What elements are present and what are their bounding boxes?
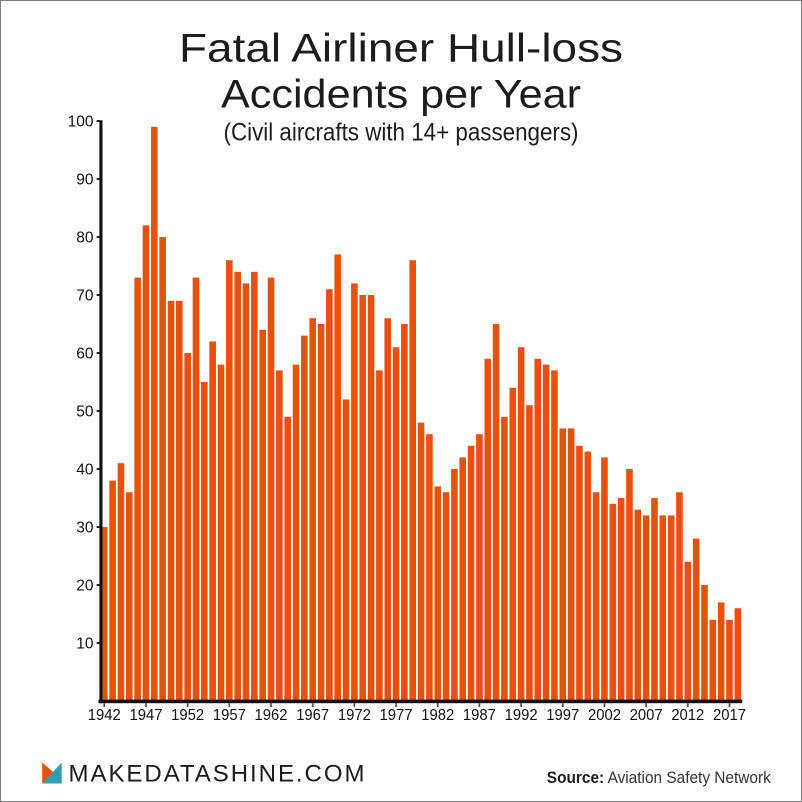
svg-text:1972: 1972	[338, 707, 371, 724]
svg-text:2007: 2007	[630, 707, 663, 724]
svg-text:Accidents per Year: Accidents per Year	[221, 73, 581, 117]
svg-text:1997: 1997	[546, 707, 579, 724]
svg-text:1957: 1957	[213, 707, 246, 724]
svg-text:2017: 2017	[713, 707, 746, 724]
svg-text:80: 80	[76, 230, 94, 247]
svg-text:1987: 1987	[463, 707, 496, 724]
svg-text:1982: 1982	[421, 707, 454, 724]
svg-text:2012: 2012	[671, 707, 704, 724]
svg-text:10: 10	[76, 636, 94, 653]
svg-text:1992: 1992	[505, 707, 538, 724]
svg-text:(Civil aircrafts with 14+ pass: (Civil aircrafts with 14+ passengers)	[224, 119, 579, 147]
svg-text:30: 30	[76, 520, 94, 537]
svg-text:1947: 1947	[129, 707, 162, 724]
svg-text:60: 60	[76, 346, 94, 363]
svg-text:MAKEDATASHINE.COM: MAKEDATASHINE.COM	[69, 760, 365, 787]
svg-text:90: 90	[76, 172, 94, 189]
svg-text:70: 70	[76, 288, 94, 305]
svg-text:Source: Aviation Safety Networ: Source: Aviation Safety Network	[547, 769, 772, 787]
svg-text:1977: 1977	[380, 707, 413, 724]
svg-text:Fatal Airliner Hull-loss: Fatal Airliner Hull-loss	[179, 26, 623, 70]
svg-text:1952: 1952	[171, 707, 204, 724]
svg-text:2002: 2002	[588, 707, 621, 724]
svg-text:40: 40	[76, 462, 94, 479]
svg-text:1967: 1967	[296, 707, 329, 724]
svg-text:20: 20	[76, 578, 94, 595]
svg-text:1942: 1942	[88, 707, 121, 724]
svg-text:100: 100	[68, 114, 94, 131]
svg-text:50: 50	[76, 404, 94, 421]
svg-text:1962: 1962	[255, 707, 288, 724]
